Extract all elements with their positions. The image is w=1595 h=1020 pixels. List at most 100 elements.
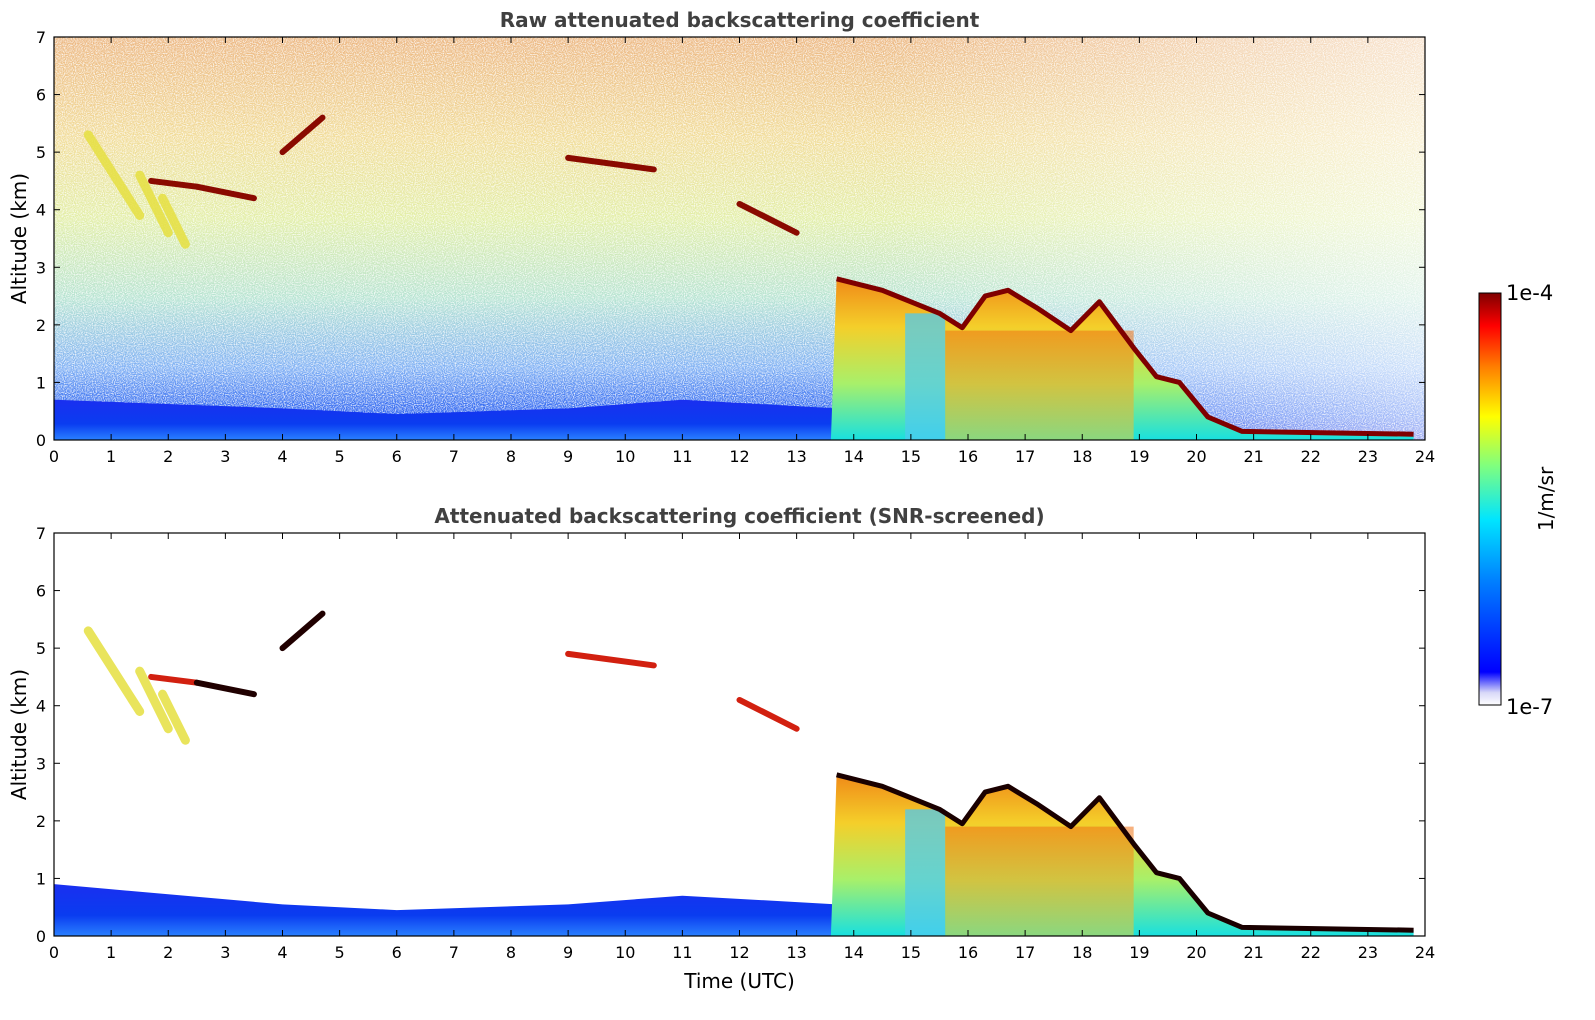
y-tick-label: 0 [36,431,46,450]
cirrus-segment [736,200,800,236]
heatmap-area [54,610,1414,936]
x-tick-label: 11 [672,447,692,466]
x-tick-label: 5 [335,447,345,466]
cloud-gap [905,313,946,440]
x-tick-label: 17 [1015,943,1035,962]
x-tick-label: 18 [1072,447,1092,466]
y-tick-label: 7 [36,524,46,543]
x-tick-label: 20 [1186,943,1206,962]
colorbar: 1e-4 1e-7 1/m/sr [1478,281,1558,719]
x-tick-label: 10 [615,447,635,466]
y-tick-label: 2 [36,316,46,335]
y-tick-label: 5 [36,143,46,162]
x-tick-label: 2 [163,943,173,962]
cloud-top-line [835,276,1414,437]
x-tick-label: 19 [1129,943,1149,962]
x-tick-label: 21 [1243,943,1263,962]
x-tick-label: 2 [163,447,173,466]
x-tick-label: 9 [563,943,573,962]
heatmap-area [54,37,1425,440]
fall-streak [83,130,145,220]
cloud-top-line [835,772,1414,933]
cirrus-segment [148,177,200,190]
x-tick-label: 14 [844,943,864,962]
x-tick-label: 22 [1301,943,1321,962]
cirrus-segment [279,114,326,156]
dense-cloud-core [945,330,1134,440]
y-tick-label: 6 [36,86,46,105]
x-tick-label: 19 [1129,447,1149,466]
x-tick-label: 22 [1301,447,1321,466]
raw-panel: Raw attenuated backscattering coefficien… [7,8,1435,466]
x-tick-label: 12 [729,943,749,962]
colorbar-max-label: 1e-4 [1506,281,1553,305]
y-axis-label: Altitude (km) [7,669,31,800]
x-tick-label: 11 [672,943,692,962]
x-tick-label: 24 [1415,943,1435,962]
x-tick-label: 9 [563,447,573,466]
x-tick-label: 7 [449,447,459,466]
cirrus-segment [565,154,657,173]
x-axis-label: Time (UTC) [683,969,795,993]
cirrus-segment [279,610,326,652]
y-tick-label: 3 [36,754,46,773]
fall-streak [158,193,190,249]
x-tick-label: 0 [49,943,59,962]
noise-fade [54,37,1425,440]
x-tick-label: 7 [449,943,459,962]
dense-cloud-core [945,826,1134,936]
x-tick-label: 15 [901,447,921,466]
y-tick-label: 4 [36,201,46,220]
y-tick-label: 4 [36,697,46,716]
panel-title: Attenuated backscattering coefficient (S… [434,504,1044,528]
x-tick-label: 6 [392,943,402,962]
x-tick-label: 3 [220,943,230,962]
x-tick-label: 3 [220,447,230,466]
cirrus-segment [736,696,800,732]
x-tick-label: 23 [1358,447,1378,466]
y-tick-label: 2 [36,812,46,831]
x-tick-label: 13 [786,447,806,466]
fall-streak [135,666,173,734]
x-tick-label: 1 [106,447,116,466]
x-tick-label: 8 [506,943,516,962]
x-tick-label: 0 [49,447,59,466]
x-tick-label: 8 [506,447,516,466]
cirrus-segment [565,650,657,669]
x-tick-label: 16 [958,943,978,962]
boundary-layer [54,399,837,440]
fall-streak [83,626,145,716]
x-tick-label: 6 [392,447,402,466]
x-tick-label: 5 [335,943,345,962]
x-tick-label: 17 [1015,447,1035,466]
x-tick-label: 21 [1243,447,1263,466]
x-tick-label: 15 [901,943,921,962]
colorbar-ramp [1478,292,1502,706]
x-tick-label: 16 [958,447,978,466]
x-tick-label: 23 [1358,943,1378,962]
colorbar-min-label: 1e-7 [1506,695,1553,719]
screened-panel: Attenuated backscattering coefficient (S… [7,504,1435,993]
x-tick-label: 1 [106,943,116,962]
x-tick-label: 10 [615,943,635,962]
boundary-layer [54,884,837,936]
cirrus-segment [193,679,257,698]
cloud-gap [905,809,946,936]
y-tick-label: 1 [36,869,46,888]
y-axis-label: Altitude (km) [7,173,31,304]
x-tick-label: 18 [1072,943,1092,962]
fall-streak [135,170,173,238]
cirrus-segment [148,673,200,686]
plot-frame [53,532,1426,937]
x-tick-label: 4 [277,447,287,466]
x-tick-label: 12 [729,447,749,466]
x-tick-label: 4 [277,943,287,962]
panel-title: Raw attenuated backscattering coefficien… [500,8,980,32]
y-tick-label: 1 [36,373,46,392]
x-tick-label: 13 [786,943,806,962]
x-tick-label: 24 [1415,447,1435,466]
y-tick-label: 0 [36,927,46,946]
colorbar-unit-label: 1/m/sr [1534,466,1558,531]
cirrus-segment [193,183,257,202]
